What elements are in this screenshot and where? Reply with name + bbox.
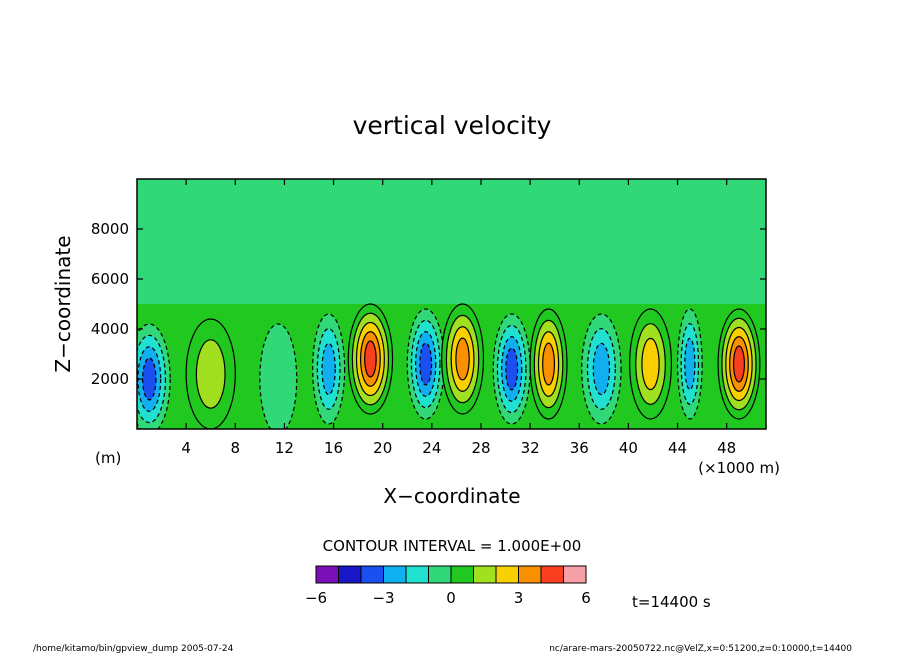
x-axis-label: X−coordinate bbox=[383, 484, 520, 508]
cell-contour bbox=[259, 323, 298, 429]
contour-interval-label: CONTOUR INTERVAL = 1.000E+00 bbox=[323, 537, 582, 555]
time-label: t=14400 s bbox=[632, 593, 711, 611]
colorbar-swatch bbox=[495, 565, 519, 584]
colorbar-tick-label: −6 bbox=[305, 589, 327, 607]
plot-frame bbox=[136, 178, 767, 430]
colorbar-tick-label: 3 bbox=[514, 589, 524, 607]
convective-cell bbox=[185, 318, 236, 429]
convective-cell bbox=[347, 303, 394, 415]
colorbar-swatch bbox=[383, 565, 407, 584]
footer-right: nc/arare-mars-20050722.nc@VelZ,x=0:51200… bbox=[549, 644, 852, 654]
x-tick-label: 36 bbox=[570, 439, 589, 457]
x-tick-label: 4 bbox=[181, 439, 191, 457]
cell-contour bbox=[364, 340, 377, 378]
y-axis: 2000 4000 6000 8000 bbox=[91, 220, 766, 388]
y-tick-label: 8000 bbox=[91, 220, 129, 238]
x-tick-label: 32 bbox=[521, 439, 540, 457]
x-tick-label: 20 bbox=[373, 439, 392, 457]
cell-contour bbox=[195, 339, 226, 409]
cell-contour bbox=[142, 357, 157, 401]
cell-contour bbox=[732, 345, 745, 383]
x-tick-label: 8 bbox=[231, 439, 241, 457]
colorbar-swatch bbox=[563, 565, 587, 584]
x-tick-label: 44 bbox=[668, 439, 687, 457]
cell-contour bbox=[321, 342, 336, 396]
colorbar-tick-label: 6 bbox=[581, 589, 591, 607]
y-tick-label: 4000 bbox=[91, 320, 129, 338]
y-tick-label: 2000 bbox=[91, 370, 129, 388]
cell-contour bbox=[542, 342, 556, 386]
convective-cell bbox=[492, 313, 531, 425]
colorbar-swatch bbox=[473, 565, 497, 584]
x-tick-label: 48 bbox=[717, 439, 736, 457]
chart-title: vertical velocity bbox=[353, 111, 552, 140]
y-tick-label: 6000 bbox=[91, 270, 129, 288]
colorbar-tick-label: 0 bbox=[446, 589, 456, 607]
x-tick-label: 24 bbox=[422, 439, 441, 457]
convective-cell bbox=[406, 308, 445, 420]
y-units-label: (m) bbox=[95, 449, 121, 467]
convective-cell bbox=[312, 313, 346, 425]
upper-layer-band bbox=[137, 179, 766, 304]
colorbar-swatch bbox=[338, 565, 362, 584]
convective-cell bbox=[259, 323, 298, 429]
colorbar-swatch bbox=[518, 565, 542, 584]
colorbar-swatch bbox=[428, 565, 452, 584]
convective-cell bbox=[581, 313, 622, 425]
colorbar-swatch bbox=[405, 565, 429, 584]
cell-contour bbox=[592, 342, 611, 396]
x-units-label: (×1000 m) bbox=[698, 459, 780, 477]
x-tick-label: 28 bbox=[471, 439, 490, 457]
y-axis-label: Z−coordinate bbox=[51, 235, 75, 372]
footer-left: /home/kitamo/bin/gpview_dump 2005-07-24 bbox=[33, 644, 234, 654]
cell-contour bbox=[505, 347, 519, 391]
colorbar-swatch bbox=[360, 565, 384, 584]
colorbar-tick-label: −3 bbox=[372, 589, 394, 607]
convective-cell bbox=[441, 303, 485, 415]
colorbar: −6 −3 0 3 6 bbox=[305, 565, 591, 607]
cell-contour bbox=[455, 337, 470, 381]
convective-cell bbox=[676, 308, 703, 420]
convective-cell bbox=[529, 308, 568, 420]
colorbar-swatch bbox=[540, 565, 564, 584]
colorbar-swatch bbox=[450, 565, 474, 584]
x-tick-label: 12 bbox=[275, 439, 294, 457]
convective-cell bbox=[137, 323, 171, 429]
cell-contour bbox=[684, 337, 696, 391]
convective-cell bbox=[629, 308, 673, 420]
heatmap-plot bbox=[136, 178, 767, 430]
cell-contour bbox=[419, 342, 433, 386]
x-tick-label: 40 bbox=[619, 439, 638, 457]
cell-contour bbox=[641, 337, 660, 391]
colorbar-swatch bbox=[315, 565, 339, 584]
convective-cell bbox=[717, 308, 761, 420]
x-axis: 4 8 12 16 20 24 28 32 36 40 44 48 bbox=[181, 179, 736, 457]
heatmap-cells bbox=[137, 179, 766, 429]
x-tick-label: 16 bbox=[324, 439, 343, 457]
